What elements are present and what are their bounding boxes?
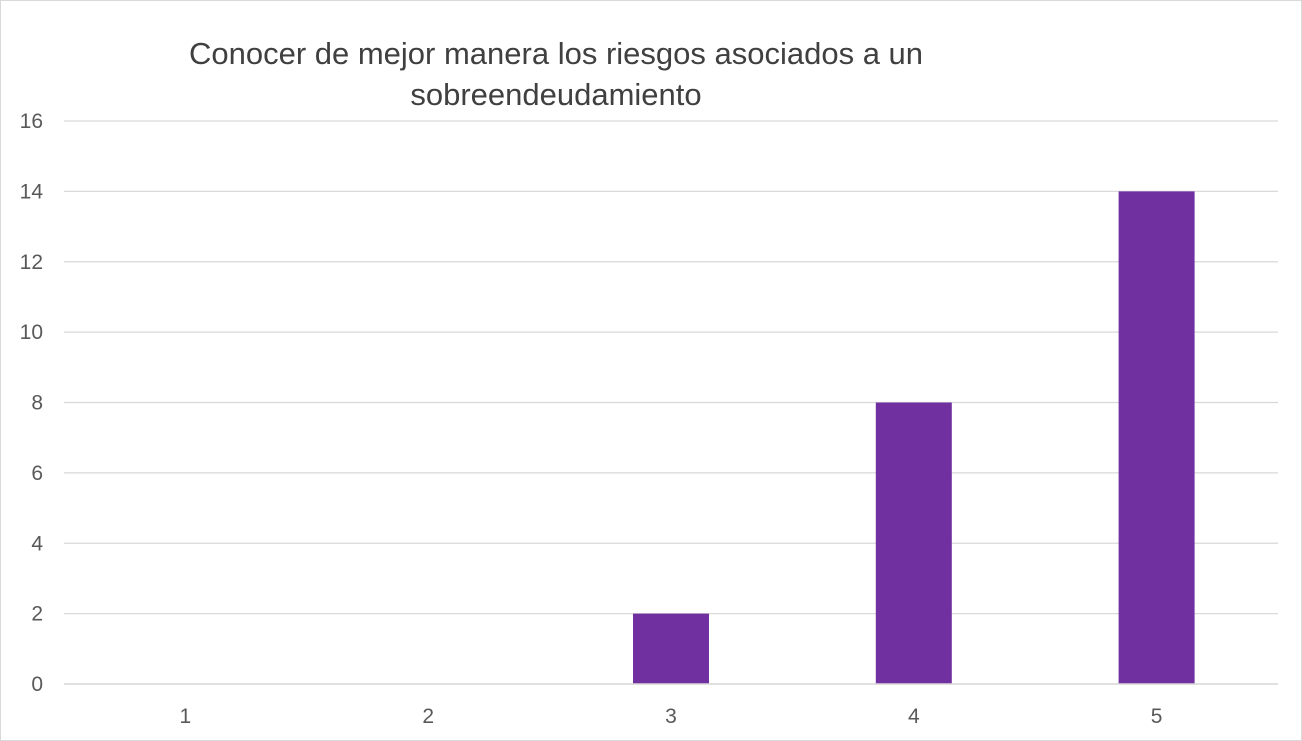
y-tick-label: 6 [31, 462, 43, 485]
y-tick-label: 8 [31, 392, 43, 415]
chart-title: Conocer de mejor manera los riesgos asoc… [188, 36, 924, 112]
bar-3 [633, 613, 709, 684]
x-tick-label: 1 [180, 705, 192, 728]
bar-5 [1118, 191, 1195, 684]
y-tick-label: 4 [31, 532, 43, 555]
y-tick-label: 2 [31, 603, 43, 626]
y-tick-label: 12 [20, 251, 43, 274]
y-tick-label: 16 [20, 110, 43, 133]
x-tick-label: 5 [1151, 705, 1163, 728]
x-tick-label: 2 [422, 705, 434, 728]
y-tick-label: 0 [31, 673, 43, 696]
x-tick-label: 4 [908, 705, 920, 728]
bar-4 [875, 402, 952, 684]
y-tick-label: 10 [20, 321, 43, 344]
y-tick-label: 14 [20, 180, 44, 203]
x-tick-label: 3 [665, 705, 677, 728]
